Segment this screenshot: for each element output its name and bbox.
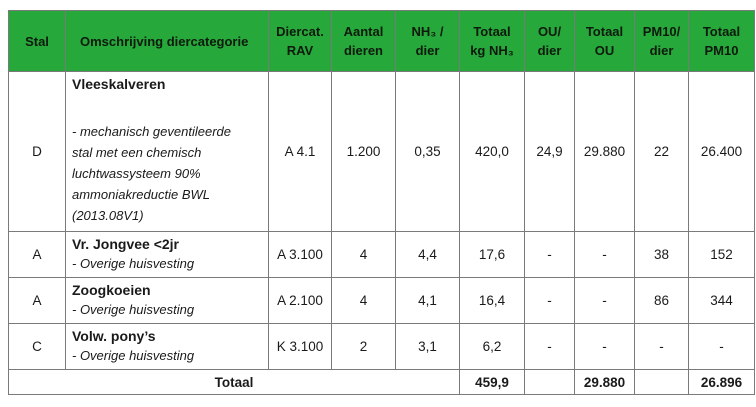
cell-ou-per-dier: - (524, 277, 575, 324)
table-row: C Volw. pony’s - Overige huisvesting K 3… (8, 323, 755, 370)
cell-nh3-per-dier: 4,1 (395, 277, 460, 324)
header-totaal-pm10: Totaal PM10 (688, 10, 755, 72)
category-detail-line: (2013.08V1) (72, 208, 144, 223)
header-diercat: Diercat. RAV (268, 10, 332, 72)
totals-empty (524, 369, 575, 395)
cell-stal: C (8, 323, 66, 370)
emission-table: Stal Omschrijving diercategorie Diercat.… (8, 10, 755, 395)
header-omschrijving: Omschrijving diercategorie (65, 10, 269, 72)
cell-pm10-per-dier: 22 (634, 71, 689, 232)
table-row: D Vleeskalveren - mechanisch geventileer… (8, 71, 755, 232)
cell-omschrijving: Vr. Jongvee <2jr - Overige huisvesting (65, 231, 269, 278)
cell-totaal-nh3: 6,2 (459, 323, 525, 370)
cell-totaal-ou: - (574, 323, 635, 370)
category-detail-line: ammoniakreductie BWL (72, 187, 210, 202)
cell-aantal: 2 (331, 323, 396, 370)
cell-nh3-per-dier: 3,1 (395, 323, 460, 370)
cell-aantal: 4 (331, 231, 396, 278)
cell-totaal-nh3: 17,6 (459, 231, 525, 278)
totals-nh3: 459,9 (459, 369, 525, 395)
cell-totaal-pm10: 26.400 (688, 71, 755, 232)
header-nh3-per-dier: NH₃ / dier (395, 10, 460, 72)
category-detail-line: - Overige huisvesting (72, 348, 195, 363)
cell-aantal: 4 (331, 277, 396, 324)
cell-diercat: A 3.100 (268, 231, 332, 278)
cell-totaal-ou: - (574, 231, 635, 278)
cell-pm10-per-dier: 86 (634, 277, 689, 324)
totals-label: Totaal (8, 369, 460, 395)
cell-pm10-per-dier: - (634, 323, 689, 370)
cell-aantal: 1.200 (331, 71, 396, 232)
category-detail-line: - mechanisch geventileerde (72, 124, 231, 139)
cell-omschrijving: Zoogkoeien - Overige huisvesting (65, 277, 269, 324)
category-detail-line: luchtwassysteem 90% (72, 166, 201, 181)
header-totaal-nh3: Totaal kg NH₃ (459, 10, 525, 72)
totals-pm10: 26.896 (688, 369, 755, 395)
totals-ou: 29.880 (574, 369, 635, 395)
cell-stal: A (8, 277, 66, 324)
cell-stal: A (8, 231, 66, 278)
cell-totaal-nh3: 16,4 (459, 277, 525, 324)
header-stal: Stal (8, 10, 66, 72)
cell-totaal-nh3: 420,0 (459, 71, 525, 232)
header-ou-per-dier: OU/dier (524, 10, 575, 72)
category-title: Zoogkoeien (72, 282, 151, 298)
category-detail-line: - Overige huisvesting (72, 302, 195, 317)
category-title: Vr. Jongvee <2jr (72, 236, 180, 252)
cell-nh3-per-dier: 0,35 (395, 71, 460, 232)
cell-diercat: K 3.100 (268, 323, 332, 370)
cell-ou-per-dier: 24,9 (524, 71, 575, 232)
totals-row: Totaal 459,9 29.880 26.896 (8, 369, 755, 395)
category-title: Vleeskalveren (72, 76, 166, 92)
header-totaal-ou: Totaal OU (574, 10, 635, 72)
cell-pm10-per-dier: 38 (634, 231, 689, 278)
header-row: Stal Omschrijving diercategorie Diercat.… (8, 10, 755, 72)
cell-omschrijving: Vleeskalveren - mechanisch geventileerde… (65, 71, 269, 232)
header-aantal: Aantal dieren (331, 10, 396, 72)
header-pm10-per-dier: PM10/dier (634, 10, 689, 72)
category-title: Volw. pony’s (72, 328, 156, 344)
cell-totaal-pm10: - (688, 323, 755, 370)
cell-ou-per-dier: - (524, 231, 575, 278)
cell-totaal-ou: - (574, 277, 635, 324)
cell-ou-per-dier: - (524, 323, 575, 370)
table-row: A Vr. Jongvee <2jr - Overige huisvesting… (8, 231, 755, 278)
totals-empty (634, 369, 689, 395)
category-detail-line: - Overige huisvesting (72, 256, 195, 271)
category-detail-line: stal met een chemisch (72, 145, 202, 160)
cell-totaal-ou: 29.880 (574, 71, 635, 232)
cell-diercat: A 2.100 (268, 277, 332, 324)
cell-diercat: A 4.1 (268, 71, 332, 232)
cell-stal: D (8, 71, 66, 232)
cell-nh3-per-dier: 4,4 (395, 231, 460, 278)
cell-totaal-pm10: 152 (688, 231, 755, 278)
table-row: A Zoogkoeien - Overige huisvesting A 2.1… (8, 277, 755, 324)
cell-totaal-pm10: 344 (688, 277, 755, 324)
cell-omschrijving: Volw. pony’s - Overige huisvesting (65, 323, 269, 370)
